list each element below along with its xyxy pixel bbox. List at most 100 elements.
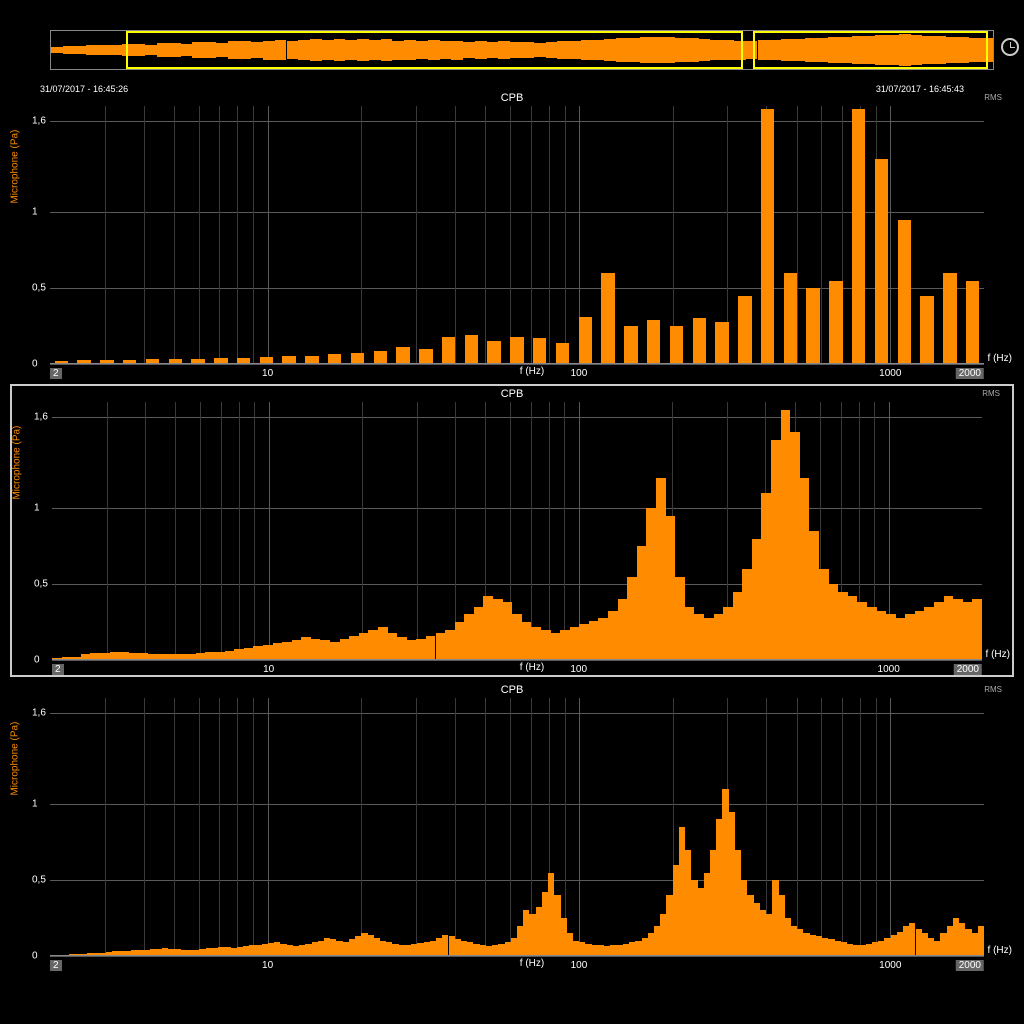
ytick: 1: [32, 799, 38, 810]
bar: [637, 546, 647, 660]
x-axis-label: f (Hz): [52, 660, 1012, 675]
chart-title: CPB: [12, 386, 1012, 402]
bar: [905, 614, 915, 660]
bar: [512, 614, 522, 660]
bar: [579, 317, 592, 364]
bar: [426, 636, 436, 660]
bar: [666, 516, 676, 660]
bar: [301, 637, 311, 660]
bar: [273, 643, 283, 660]
bar: [693, 318, 706, 364]
bar: [806, 288, 819, 364]
ytick: 0,5: [32, 283, 46, 294]
bar: [397, 637, 407, 660]
bar: [920, 296, 933, 364]
bar: [857, 602, 867, 660]
bar: [330, 642, 340, 660]
chart-title: CPB: [10, 682, 1014, 698]
bar: [416, 639, 426, 660]
bar: [771, 440, 781, 660]
ytick: 0,5: [34, 579, 48, 590]
bars-layer: [52, 402, 982, 660]
bar: [340, 639, 350, 660]
bar: [282, 642, 292, 660]
xtick: 100: [570, 664, 587, 675]
bar: [560, 630, 570, 660]
x-axis-label: f (Hz): [50, 364, 1014, 379]
clock-icon[interactable]: [1001, 38, 1019, 56]
bar: [442, 337, 455, 364]
plot-area: Microphone (Pa)f (Hz)00,511,610100100022…: [52, 402, 982, 660]
bar: [715, 322, 728, 364]
bar: [601, 273, 614, 364]
bar: [551, 633, 561, 660]
bar: [752, 539, 762, 660]
bar: [978, 926, 984, 956]
bar: [896, 618, 906, 660]
timeline-selection[interactable]: [753, 31, 989, 69]
bar: [464, 614, 474, 660]
bar: [875, 159, 888, 364]
bar: [579, 624, 589, 660]
bar: [388, 633, 398, 660]
x-axis-label-right: f (Hz): [988, 945, 1012, 956]
bar: [966, 281, 979, 364]
bar: [848, 596, 858, 660]
bar: [685, 607, 695, 660]
bar: [407, 640, 417, 660]
bar: [694, 614, 704, 660]
bar: [531, 627, 541, 660]
bar: [963, 602, 973, 660]
bar: [972, 599, 982, 660]
xtick-boxed: 2000: [956, 368, 984, 379]
bar: [436, 633, 446, 660]
bar: [829, 584, 839, 660]
bar: [944, 596, 954, 660]
ytick: 1: [32, 207, 38, 218]
bars-layer: [50, 106, 984, 364]
bar: [809, 531, 819, 660]
bar: [455, 622, 465, 660]
bar: [714, 614, 724, 660]
bar: [292, 640, 302, 660]
chart-rms-label: RMS: [984, 93, 1002, 102]
waveform-container[interactable]: [50, 30, 994, 70]
chart-rms-label: RMS: [984, 685, 1002, 694]
ytick: 0: [32, 359, 38, 370]
xtick: 10: [263, 664, 274, 675]
bar: [704, 618, 714, 660]
ytick: 0,5: [32, 875, 46, 886]
bar: [598, 618, 608, 660]
bar: [589, 621, 599, 660]
bar: [396, 347, 409, 364]
bar: [761, 109, 774, 364]
xtick: 1000: [878, 664, 900, 675]
bar: [886, 614, 896, 660]
ytick: 1: [34, 503, 40, 514]
bar: [445, 630, 455, 660]
timeline-selection[interactable]: [126, 31, 743, 69]
bar: [761, 493, 771, 660]
timeline-panel[interactable]: 31/07/2017 - 16:45:26 31/07/2017 - 16:45…: [50, 30, 994, 80]
bar: [647, 320, 660, 364]
xtick: 100: [571, 368, 588, 379]
cpb-chart-2[interactable]: CPBRMSMicrophone (Pa)f (Hz)00,511,610100…: [10, 384, 1014, 677]
bar: [474, 607, 484, 660]
xtick-boxed: 2: [50, 960, 62, 971]
xtick-boxed: 2000: [954, 664, 982, 675]
xtick-boxed: 2: [50, 368, 62, 379]
bar: [784, 273, 797, 364]
bar: [723, 607, 733, 660]
ytick: 0: [34, 655, 40, 666]
bar: [510, 337, 523, 364]
cpb-chart-3[interactable]: CPBRMSMicrophone (Pa)f (Hz)00,511,610100…: [10, 682, 1014, 971]
xtick: 1000: [879, 960, 901, 971]
bar: [465, 335, 478, 364]
y-axis-label: Microphone (Pa): [12, 426, 23, 500]
bar: [311, 639, 321, 660]
bar: [943, 273, 956, 364]
bar: [781, 410, 791, 660]
cpb-chart-1[interactable]: CPBRMSMicrophone (Pa)f (Hz)00,511,610100…: [10, 90, 1014, 379]
bar: [898, 220, 911, 364]
ytick: 1,6: [32, 708, 46, 719]
